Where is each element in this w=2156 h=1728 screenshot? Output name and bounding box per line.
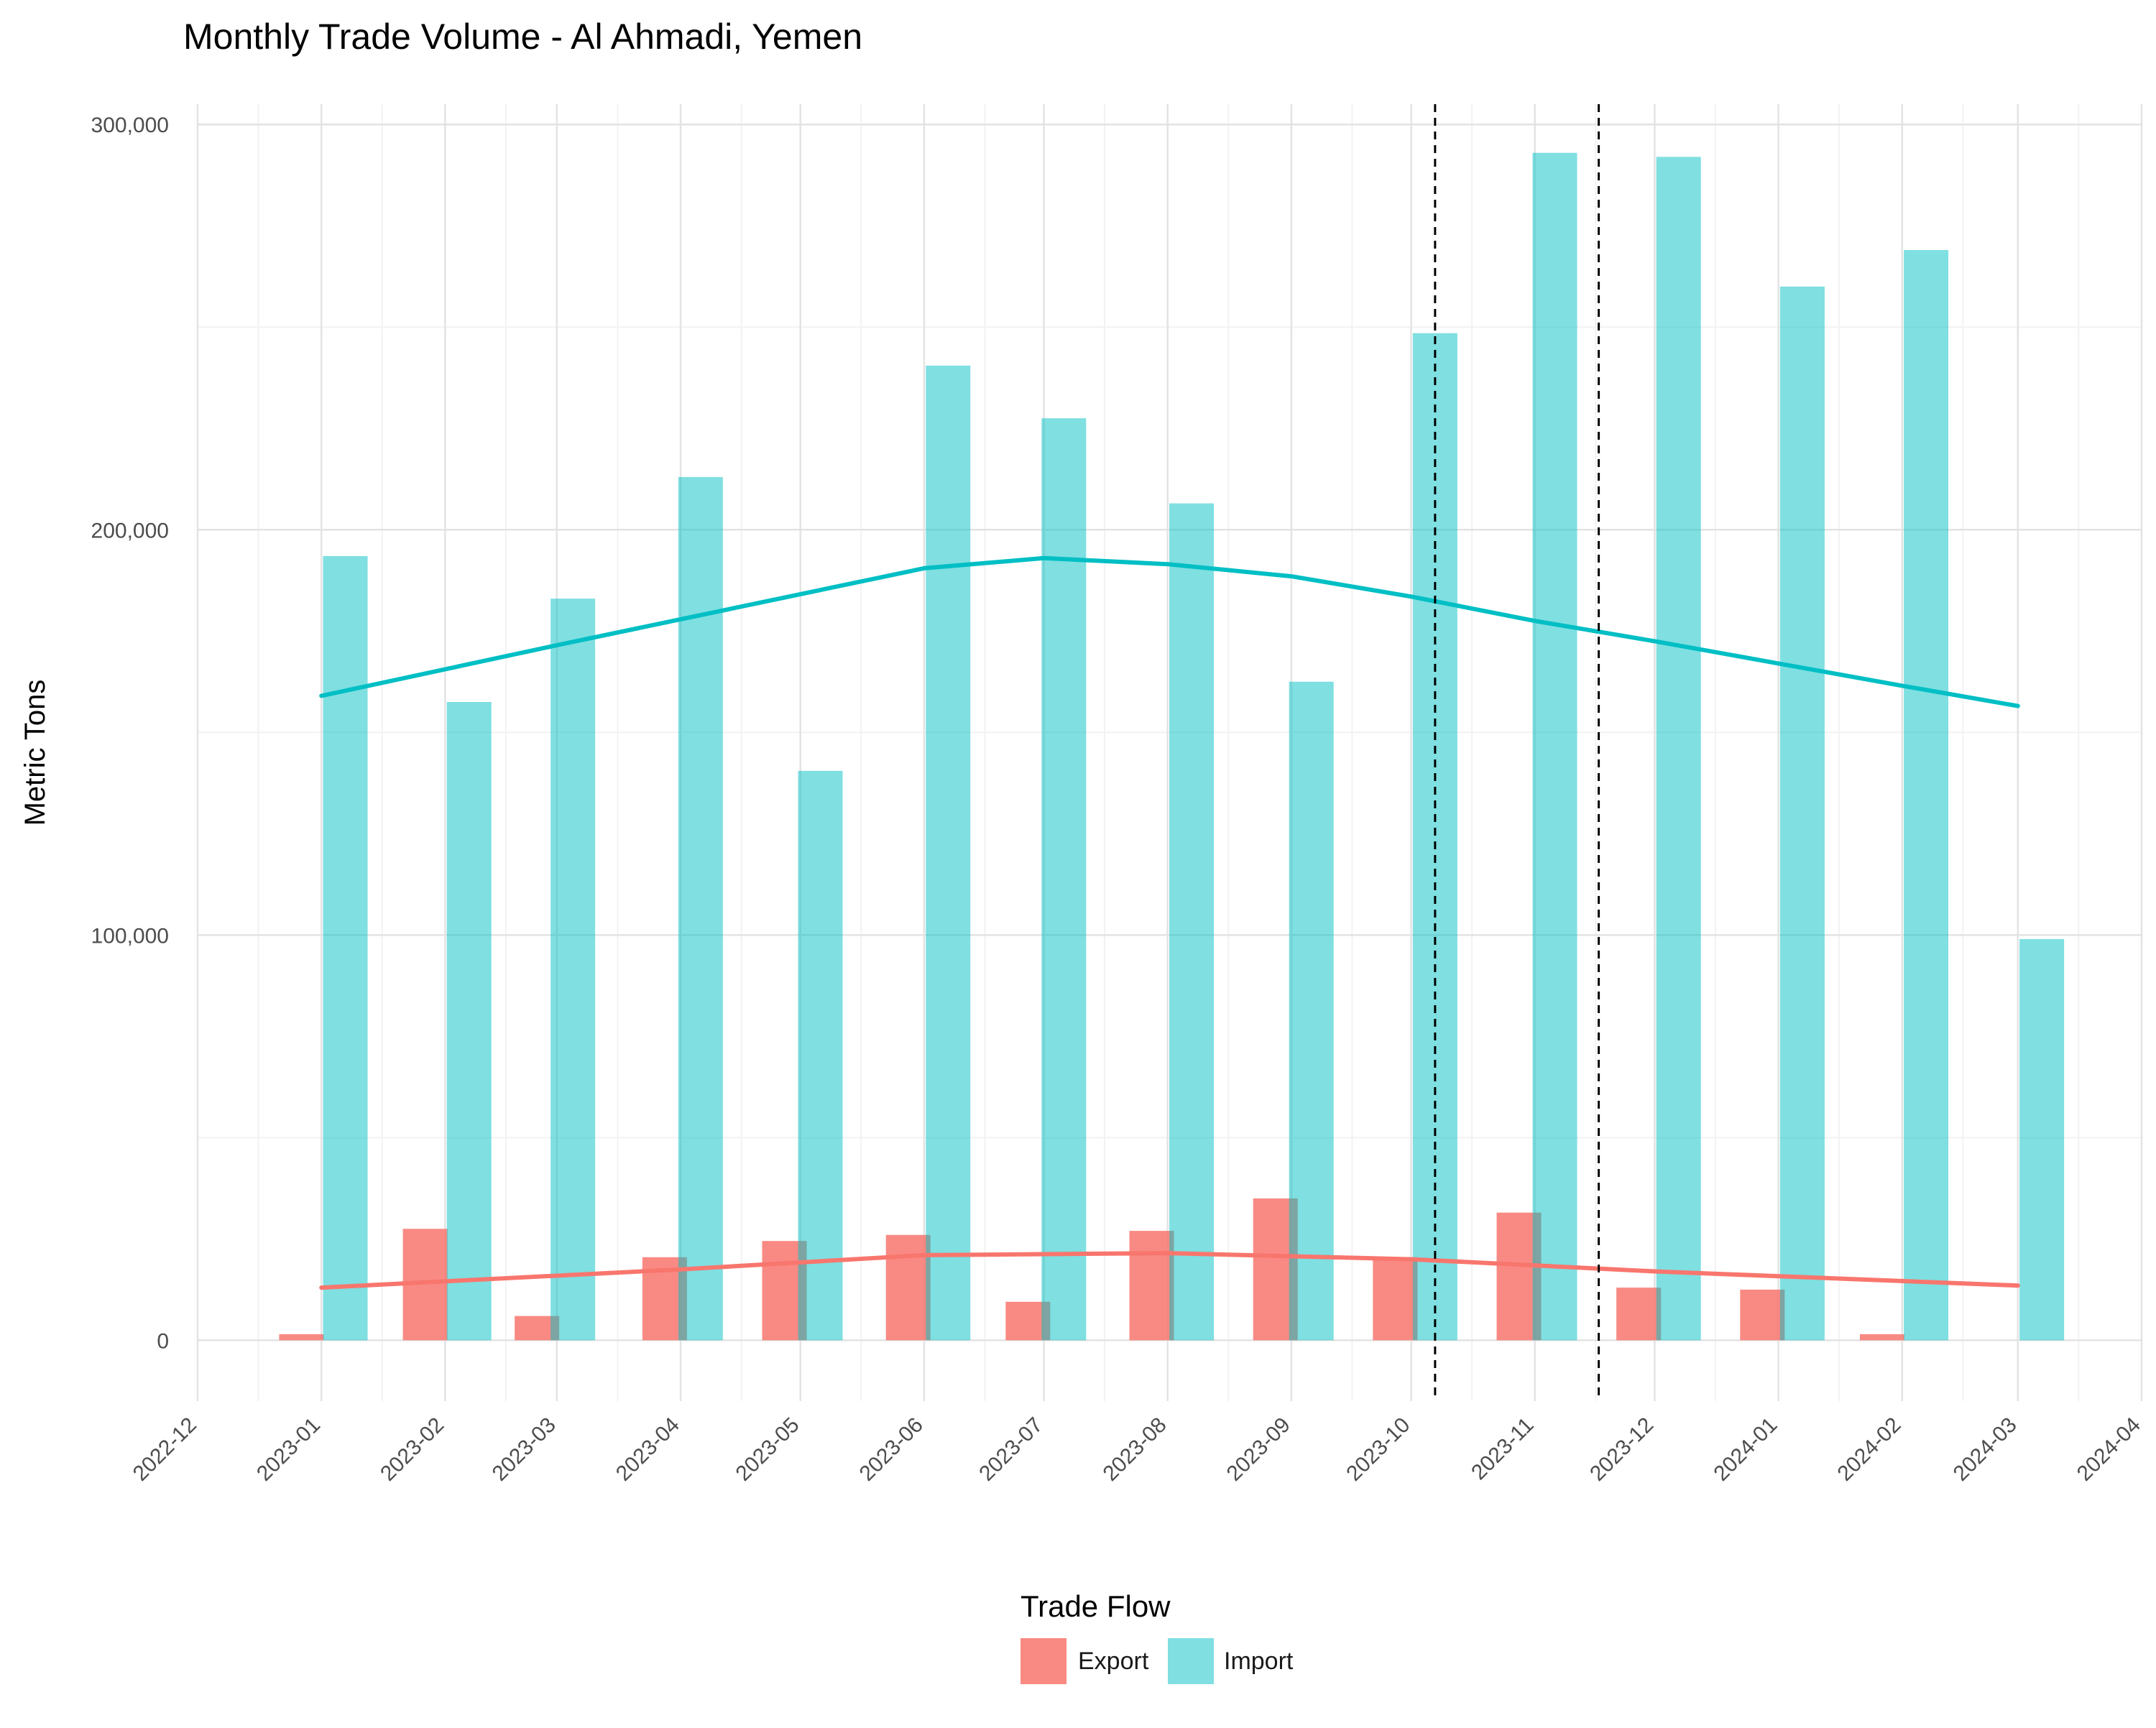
x-tick-label: 2023-09 <box>1222 1413 1295 1486</box>
bar-import <box>678 476 723 1341</box>
bar-export <box>279 1334 324 1341</box>
y-tick-label: 100,000 <box>91 924 169 948</box>
bar-export <box>885 1234 931 1341</box>
bar-import <box>926 365 971 1341</box>
x-tick-label: 2023-02 <box>376 1413 448 1486</box>
bar-import <box>1904 250 1949 1341</box>
x-tick-label: 2023-05 <box>731 1413 803 1486</box>
x-tick-label: 2023-11 <box>1467 1413 1539 1485</box>
x-tick-label: 2024-04 <box>2073 1413 2145 1486</box>
legend-label-export: Export <box>1078 1648 1149 1675</box>
bars <box>279 152 2065 1341</box>
bar-export <box>1129 1231 1174 1341</box>
x-tick-label: 2023-08 <box>1098 1413 1171 1486</box>
bar-import <box>2019 938 2065 1341</box>
bar-export <box>1859 1334 1904 1341</box>
trend-line-import <box>319 555 2020 708</box>
bar-import <box>446 701 492 1341</box>
x-tick-label: 2023-10 <box>1342 1413 1414 1486</box>
legend-key-export <box>1021 1638 1067 1684</box>
bar-import <box>550 599 596 1341</box>
bar-import <box>1532 152 1577 1341</box>
chart-title: Monthly Trade Volume - Al Ahmadi, Yemen <box>183 17 862 57</box>
x-tick-label: 2023-07 <box>975 1413 1047 1486</box>
x-tick-label: 2023-01 <box>252 1413 325 1486</box>
bar-import <box>1169 503 1215 1341</box>
trend-lines <box>319 555 2020 1290</box>
legend-title: Trade Flow <box>1021 1589 1171 1623</box>
x-tick-label: 2022-12 <box>129 1413 201 1486</box>
x-tick-label: 2023-04 <box>612 1413 684 1486</box>
bar-export <box>1373 1257 1418 1341</box>
trend-line-export <box>319 1251 2020 1290</box>
legend-label-import: Import <box>1224 1648 1294 1675</box>
bar-import <box>1656 157 1701 1341</box>
x-tick-label: 2023-12 <box>1585 1413 1658 1486</box>
legend-key-import <box>1168 1638 1214 1684</box>
x-tick-label: 2023-06 <box>855 1413 928 1486</box>
reference-lines <box>1434 104 1600 1401</box>
x-tick-label: 2024-02 <box>1833 1413 1905 1486</box>
x-tick-label: 2023-03 <box>488 1413 561 1486</box>
y-tick-label: 300,000 <box>91 114 169 137</box>
legend: Trade Flow Export Import <box>1021 1589 1294 1684</box>
y-tick-label: 0 <box>157 1329 169 1353</box>
y-axis-ticks: 0 100,000 200,000 300,000 <box>91 114 169 1353</box>
x-axis-ticks: 2022-12 2023-01 2023-02 2023-03 2023-04 2023-… <box>129 1413 2145 1486</box>
bar-import <box>1041 418 1087 1341</box>
y-axis-label: Metric Tons <box>19 680 51 826</box>
bar-import <box>798 770 843 1341</box>
x-tick-label: 2024-03 <box>1949 1413 2022 1486</box>
bar-import <box>1779 286 1825 1341</box>
x-tick-label: 2024-01 <box>1709 1413 1782 1486</box>
bar-import <box>1289 681 1334 1341</box>
bar-export <box>1740 1289 1785 1341</box>
bar-import <box>323 555 368 1341</box>
bar-export <box>1616 1288 1662 1341</box>
y-tick-label: 200,000 <box>91 519 169 542</box>
